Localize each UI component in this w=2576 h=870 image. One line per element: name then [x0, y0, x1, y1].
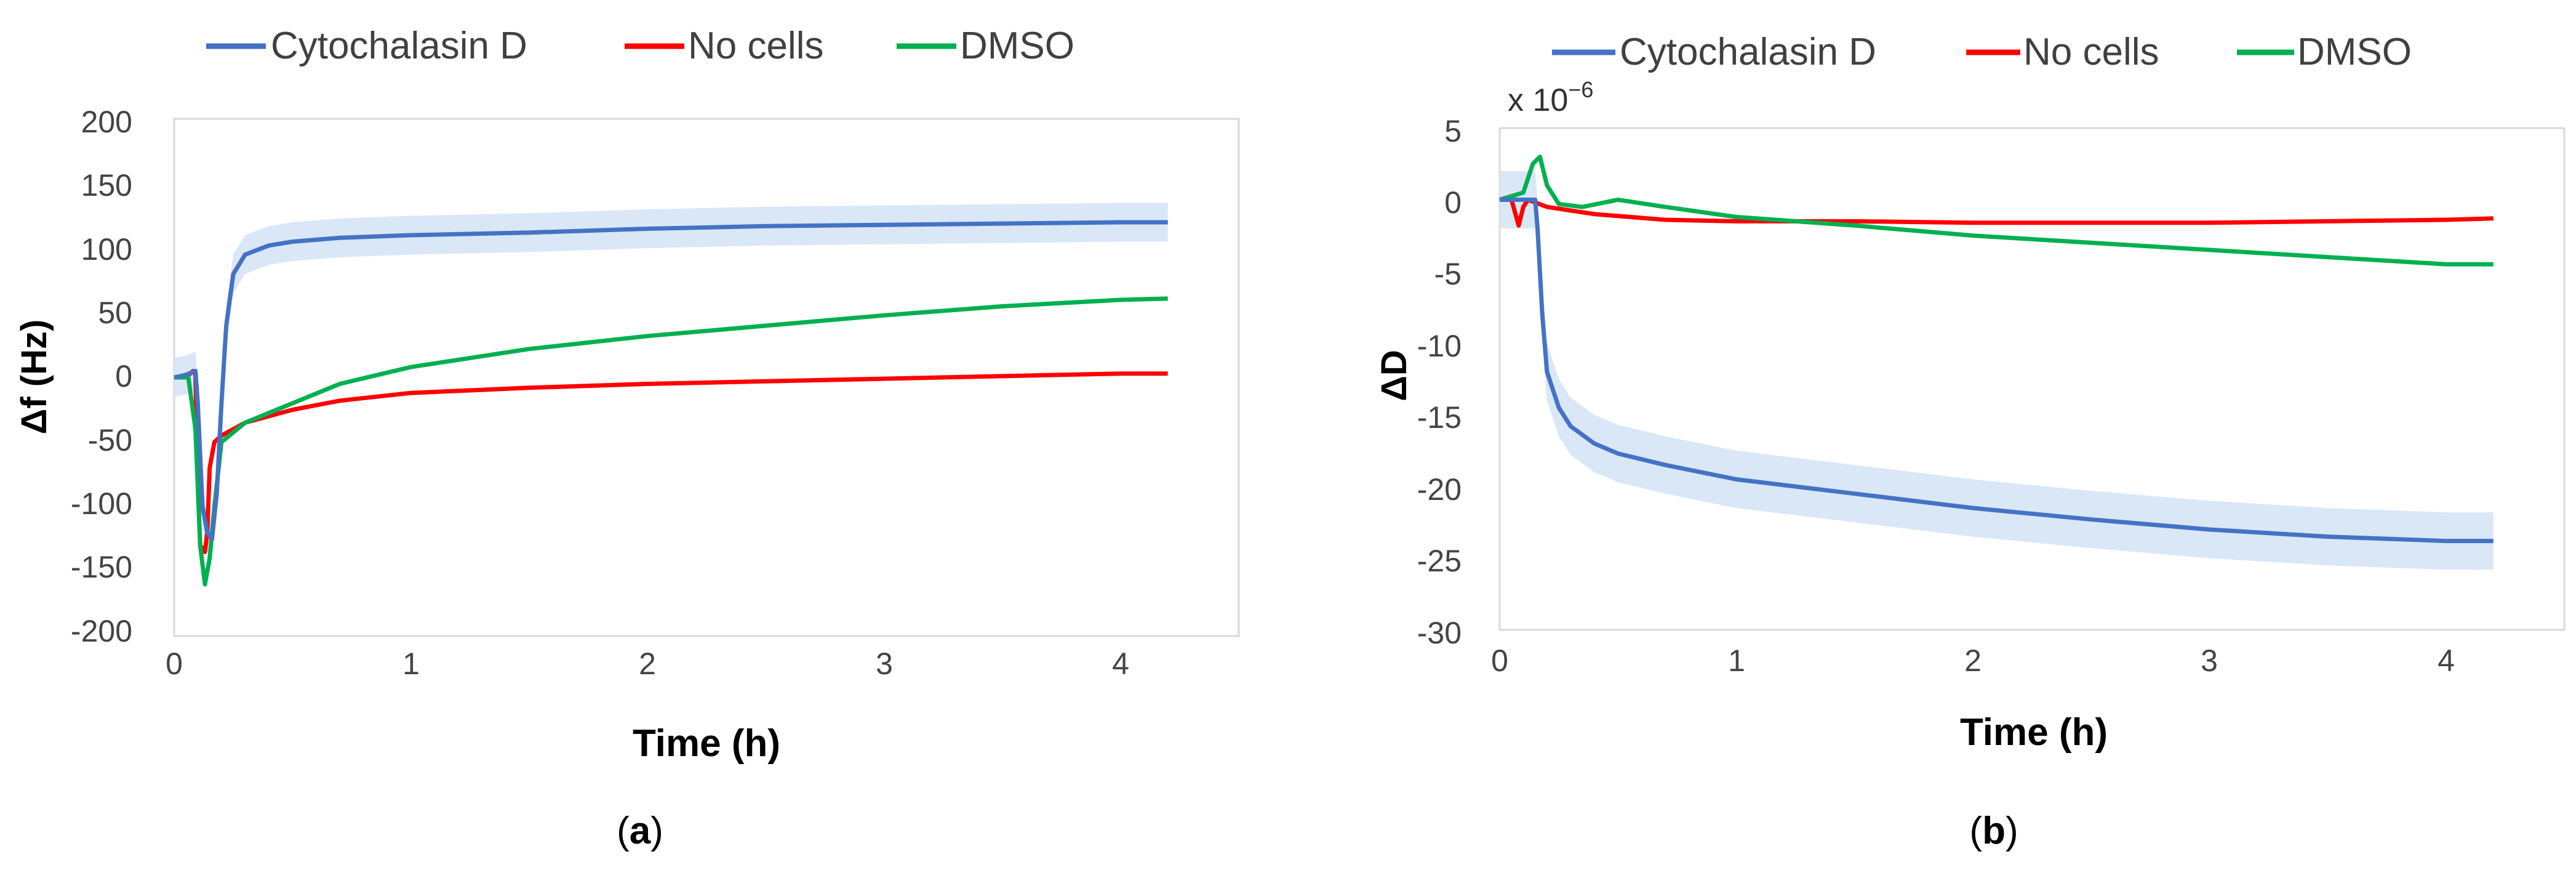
y-tick-label: 0: [115, 359, 132, 393]
legend-label-cytochalasin-d: Cytochalasin D: [1620, 31, 1876, 73]
plot-area-b: [1498, 127, 2566, 631]
x-tick-label: 2: [1964, 643, 1982, 678]
cytochalasin-d-series-line: [1500, 197, 2494, 544]
y-tick-label: 150: [81, 168, 132, 203]
dmso-series-line: [174, 296, 1168, 587]
y-tick-label: 5: [1444, 114, 1462, 148]
legend-label-no-cells: No cells: [688, 25, 824, 67]
x-tick-label: 4: [1112, 646, 1129, 681]
x-axis-title: Time (h): [633, 722, 780, 765]
y-tick-label: -25: [1417, 544, 1462, 578]
y-axis-title: ΔD: [1374, 350, 1414, 401]
x-tick-label: 1: [1728, 643, 1745, 678]
legend-label-no-cells: No cells: [2023, 31, 2159, 73]
legend-label-cytochalasin-d: Cytochalasin D: [271, 25, 527, 67]
legend-label-dmso: DMSO: [2297, 31, 2412, 73]
chart-panel-b: x 10−6 5 0 -5 -10 -15 -20 -25 -30 0 1 2 …: [1374, 31, 2566, 852]
legend-b: Cytochalasin D No cells DMSO: [1552, 31, 2412, 73]
panel-label-b: (b): [1969, 810, 2018, 852]
y-tick-label: 100: [81, 232, 132, 267]
x-tick-label: 2: [639, 646, 656, 681]
x-tick-label: 3: [876, 646, 893, 681]
y-tick-label: -50: [88, 423, 132, 457]
dmso-series-line: [1498, 155, 2494, 267]
panel-label-a: (a): [617, 810, 663, 852]
y-axis-title: Δf (Hz): [14, 320, 54, 435]
y-tick-label: 0: [1444, 185, 1462, 220]
x-tick-label: 0: [166, 646, 183, 681]
y-scale-note: x 10−6: [1508, 77, 1593, 118]
y-tick-label: -5: [1434, 257, 1462, 291]
cytochalasin-d-error-band: [1500, 171, 2494, 570]
legend-a: Cytochalasin D No cells DMSO: [206, 25, 1074, 67]
x-tick-label: 4: [2438, 643, 2455, 678]
x-tick-label: 1: [402, 646, 420, 681]
chart-panel-a: 200 150 100 50 0 -50 -100 -150 -200 0 1 …: [14, 25, 1240, 852]
y-tick-label: -20: [1417, 472, 1462, 507]
no-cells-series-line: [174, 369, 1168, 554]
y-tick-label: -150: [71, 550, 132, 584]
plot-area-a: [173, 118, 1240, 637]
y-tick-label: -100: [71, 486, 132, 521]
y-tick-label: 50: [98, 296, 132, 330]
y-tick-label: -10: [1417, 329, 1462, 363]
y-tick-label: 200: [81, 105, 132, 139]
cytochalasin-d-series-line: [174, 220, 1168, 541]
cytochalasin-d-error-band: [174, 203, 1168, 558]
x-axis-title: Time (h): [1960, 711, 2108, 754]
no-cells-series-line: [1500, 197, 2494, 228]
y-tick-label: -200: [71, 614, 132, 648]
legend-label-dmso: DMSO: [960, 25, 1074, 67]
y-tick-label: -30: [1417, 616, 1462, 650]
x-tick-label: 3: [2201, 643, 2218, 678]
x-tick-label: 0: [1491, 643, 1508, 678]
y-tick-label: -15: [1417, 400, 1462, 435]
